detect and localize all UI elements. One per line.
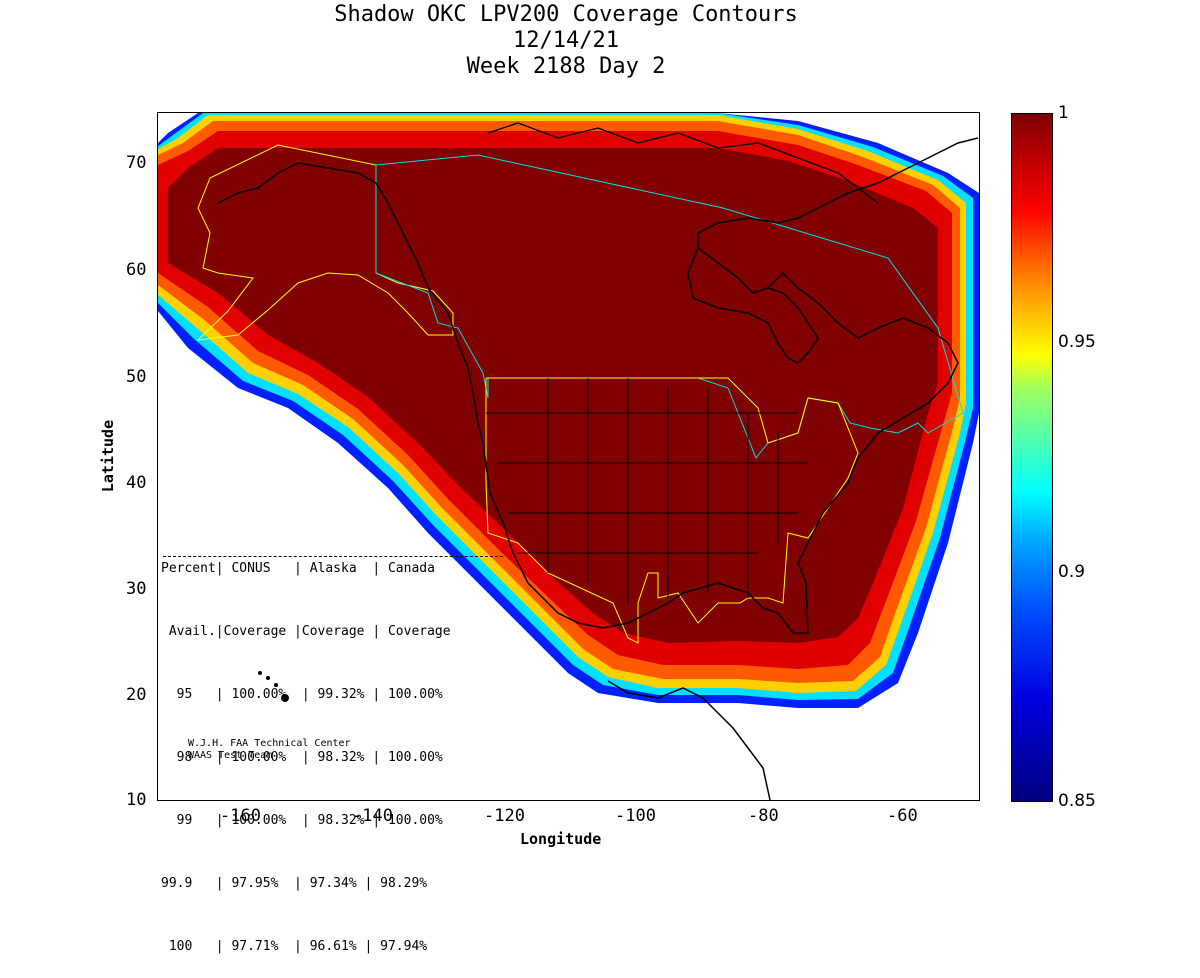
x-tick-label: -80 [748, 806, 779, 826]
stats-data-row: 99.9 | 97.95% | 97.34% | 98.29% [161, 876, 428, 891]
coastline-central-america [607, 680, 771, 800]
credit-block: W.J.H. FAA Technical Center WAAS Test Te… [188, 738, 351, 762]
colorbar-label: 0.85 [1058, 791, 1096, 811]
coastline-arctic-islands [487, 122, 879, 204]
x-tick-label: -160 [220, 806, 261, 826]
us-state-lines [486, 378, 808, 603]
coverage-map-svg [158, 113, 979, 800]
x-tick-label: -60 [887, 806, 918, 826]
stats-header-row: Percent| CONUS | Alaska | Canada [161, 561, 435, 576]
colorbar-label: 0.95 [1058, 332, 1096, 352]
y-tick-label: 40 [126, 473, 147, 493]
stats-divider [163, 556, 503, 557]
alaska-fir-boundary [196, 144, 454, 341]
x-axis-label: Longitude [520, 830, 602, 848]
coastline-north-america [217, 137, 979, 634]
coastline-hudson-bay [687, 247, 819, 364]
x-tick-label: -100 [615, 806, 656, 826]
chart-title-date: 12/14/21 [513, 28, 619, 53]
stats-data-row: 95 | 100.00% | 99.32% | 100.00% [161, 687, 443, 702]
y-tick-label: 10 [126, 790, 147, 810]
y-tick-label: 60 [126, 260, 147, 280]
chart-title-week: Week 2188 Day 2 [466, 54, 666, 79]
colorbar-label: 0.9 [1058, 562, 1086, 582]
stats-data-row: 100 | 97.71% | 96.61% | 97.94% [161, 939, 428, 954]
colorbar [1011, 113, 1053, 802]
y-tick-label: 70 [126, 153, 147, 173]
hawaii-islands [258, 671, 289, 702]
colorbar-label: 1 [1058, 103, 1069, 123]
stats-data-row: 99 | 100.00% | 98.32% | 100.00% [161, 813, 443, 828]
stats-header-row: Avail.|Coverage |Coverage | Coverage [161, 624, 451, 639]
credit-line: W.J.H. FAA Technical Center [188, 738, 351, 749]
y-axis-label: Latitude [99, 419, 117, 493]
chart-title-line1: Shadow OKC LPV200 Coverage Contours [334, 2, 798, 27]
y-tick-label: 30 [126, 579, 147, 599]
coverage-map [157, 112, 980, 801]
coverage-core [168, 148, 938, 643]
y-tick-label: 50 [126, 367, 147, 387]
credit-line: WAAS Test Team [188, 750, 273, 761]
y-tick-label: 20 [126, 685, 147, 705]
x-tick-label: -120 [484, 806, 525, 826]
stats-data-row: 98 | 100.00% | 98.32% | 100.00% [161, 750, 443, 765]
x-tick-label: -140 [352, 806, 393, 826]
conus-fir-boundary [485, 377, 859, 644]
